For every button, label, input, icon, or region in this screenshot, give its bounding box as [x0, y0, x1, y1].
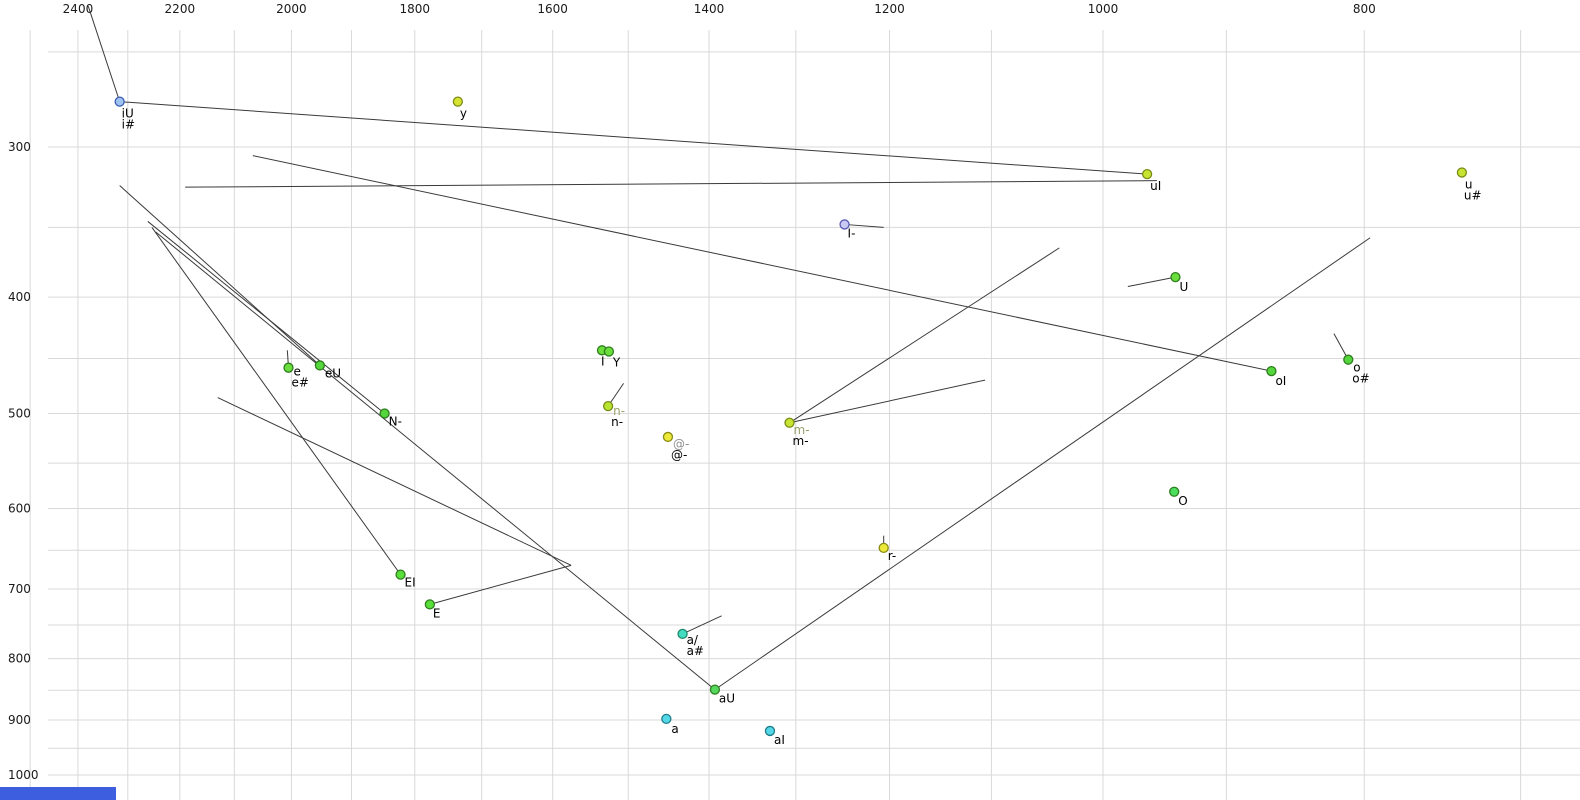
vowel-point-U — [1170, 271, 1181, 283]
trajectory-line — [1127, 276, 1176, 288]
x-axis-tick-label: 1600 — [537, 2, 568, 16]
vowel-label-u: u — [1465, 177, 1473, 191]
vowel-point-n- — [602, 400, 614, 412]
vowel-point-m- — [784, 417, 795, 428]
y-axis-tick-label: 700 — [8, 582, 31, 596]
vowel-point-aI — [764, 725, 776, 737]
trajectory-line — [217, 397, 572, 566]
vowel-point-y — [452, 96, 463, 107]
vowel-label-oI: oI — [1275, 374, 1286, 388]
trajectory-line — [714, 237, 1371, 691]
vowel-label-e: e# — [291, 376, 308, 390]
vowel-label-r-: r- — [888, 549, 897, 563]
y-axis-tick-label: 300 — [8, 140, 31, 154]
vowel-label-m-: m- — [794, 423, 810, 437]
y-axis-tick-label: 400 — [8, 290, 31, 304]
vowel-point-aU — [709, 684, 721, 695]
trajectory-line — [147, 221, 385, 414]
y-axis-tick-label: 800 — [8, 652, 31, 666]
x-axis-tick-label: 1800 — [400, 2, 431, 16]
vowel-label-U: U — [1179, 280, 1188, 294]
vowel-label-N-: N- — [389, 414, 402, 428]
vowel-point-a/ — [677, 628, 688, 640]
vowel-point-r- — [878, 542, 889, 554]
trajectory-line — [789, 379, 986, 424]
vowel-label-u: u# — [1464, 188, 1482, 202]
vowel-point-o — [1343, 354, 1354, 365]
x-axis-tick-label: 2200 — [165, 2, 196, 16]
vowel-point-oI — [1266, 365, 1277, 377]
bottom-left-blue-bar[interactable] — [0, 787, 116, 800]
vowel-point-E — [424, 599, 435, 610]
vowel-label-e: e — [293, 365, 300, 379]
vowel-point-a — [661, 713, 672, 725]
vowel-label-uI: uI — [1150, 179, 1161, 193]
trajectory-line — [185, 180, 1157, 188]
vowel-label-o: o# — [1352, 372, 1369, 386]
vowel-label-n-: n- — [613, 404, 625, 418]
vowel-label-eU: eU — [325, 366, 341, 380]
vowel-label-aI: aI — [774, 733, 785, 747]
vowel-label-aU: aU — [719, 692, 735, 706]
vowel-label-m-: m- — [793, 434, 809, 448]
vowel-point-uI — [1141, 168, 1153, 180]
vowel-point-@- — [662, 431, 674, 443]
vowel-point-eU — [314, 360, 326, 371]
y-axis-tick-label: 1000 — [8, 768, 39, 782]
vowel-point-Y — [603, 346, 615, 357]
vowel-label-n-: n- — [611, 415, 623, 429]
vowel-label-@-: @- — [673, 437, 689, 451]
vowel-label-@-: @- — [671, 448, 687, 462]
trajectory-line — [151, 227, 401, 575]
trajectory-line — [429, 564, 572, 605]
vowel-label-E: E — [433, 606, 441, 620]
vowel-point-EI — [395, 569, 406, 580]
x-axis-tick-label: 800 — [1353, 2, 1376, 16]
vowel-label-a/: a/ — [687, 633, 699, 647]
x-axis-tick-label: 1200 — [874, 2, 905, 16]
y-axis-tick-label: 600 — [8, 502, 31, 516]
vowel-label-a/: a# — [687, 644, 704, 658]
trajectory-line — [252, 155, 1272, 372]
vowel-label-O: O — [1178, 494, 1187, 508]
vowel-label-I: I — [601, 354, 605, 368]
trajectory-line — [682, 615, 722, 635]
x-axis-tick-label: 1000 — [1088, 2, 1119, 16]
y-axis-tick-label: 500 — [8, 406, 31, 420]
x-axis-tick-label: 2000 — [276, 2, 307, 16]
vowel-label-I-: I- — [848, 226, 856, 240]
trajectory-line — [87, 6, 121, 102]
vowel-label-Y: Y — [612, 356, 621, 370]
vowel-label-EI: EI — [405, 576, 416, 590]
vowel-point-N- — [379, 408, 390, 419]
vowel-point-u — [1456, 167, 1468, 178]
vowel-label-iU: i# — [122, 118, 135, 132]
x-axis-tick-label: 1400 — [694, 2, 725, 16]
y-axis-tick-label: 900 — [8, 713, 31, 727]
x-axis-tick-label: 2400 — [63, 2, 94, 16]
vowel-point-I- — [839, 219, 850, 230]
vowel-label-o: o — [1353, 361, 1360, 375]
vowel-point-e — [283, 362, 294, 373]
vowel-label-iU: iU — [122, 107, 134, 121]
vowel-point-O — [1169, 486, 1180, 497]
trajectory-line — [119, 185, 321, 366]
vowel-point-iU — [114, 96, 125, 107]
trajectory-line — [789, 247, 1060, 424]
vowel-label-a: a — [671, 722, 678, 736]
trajectory-line — [119, 101, 1148, 175]
trajectory-line — [155, 231, 716, 691]
trajectory-line — [844, 223, 884, 228]
vowel-label-y: y — [460, 107, 467, 121]
